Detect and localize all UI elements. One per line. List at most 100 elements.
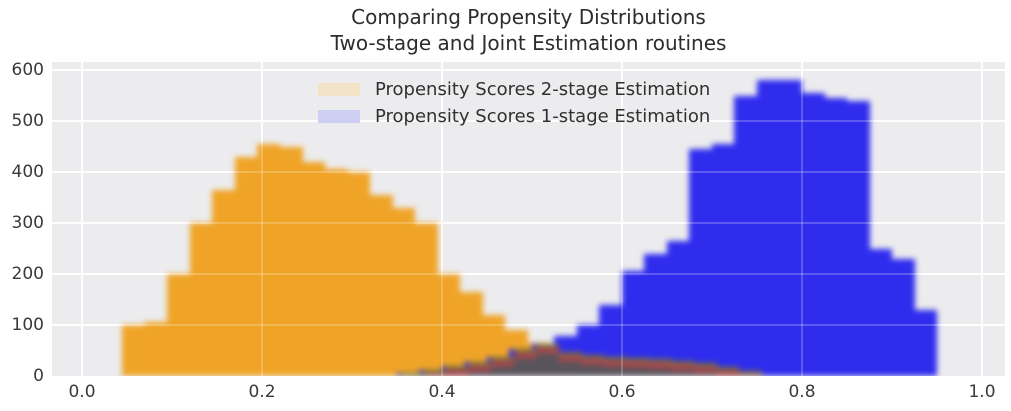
histogram-overlap-bar: [603, 356, 616, 376]
histogram-overlap-bar: [637, 358, 650, 376]
histogram-overlap-bar: [502, 356, 515, 376]
histogram-overlap-bar: [423, 369, 436, 376]
gridlines-overlay: [52, 62, 1005, 376]
gridline: [52, 222, 1005, 224]
histogram-overlap-bar: [615, 356, 627, 376]
gridline: [52, 273, 1005, 275]
legend-item-2stage: Propensity Scores 2-stage Estimation: [318, 76, 710, 103]
histogram-bar-2stage: [212, 189, 236, 376]
plot-area: [52, 62, 1005, 376]
histogram-overlap-bar: [491, 356, 503, 376]
gridline: [52, 324, 1005, 326]
gridline: [621, 62, 623, 376]
histogram-overlap-bar: [525, 349, 537, 376]
gridline: [52, 273, 1005, 275]
y-tick-label: 100: [11, 315, 44, 335]
gridline: [621, 62, 623, 376]
histogram-bar-2stage: [347, 172, 371, 376]
gridline: [52, 120, 1005, 122]
histogram-overlap-bar: [626, 358, 638, 376]
histogram-bar-2stage: [257, 143, 281, 376]
legend-label-2stage: Propensity Scores 2-stage Estimation: [375, 79, 711, 100]
histogram-overlap-bar: [401, 372, 413, 376]
histogram-bar-2stage: [414, 223, 438, 376]
histogram-overlap-bar: [671, 360, 683, 376]
gridline: [981, 62, 983, 376]
legend-swatch-2stage-icon: [318, 83, 360, 96]
gridline: [52, 171, 1005, 173]
histogram-overlap-bar: [716, 366, 728, 376]
legend: Propensity Scores 2-stage Estimation Pro…: [318, 76, 710, 130]
x-tick-label: 0.8: [788, 382, 816, 402]
histogram-overlap-bar: [468, 361, 481, 376]
histogram-bar-2stage: [392, 207, 416, 376]
y-tick-label: 300: [11, 213, 44, 233]
histogram-overlap-bar: [738, 370, 751, 376]
histogram-overlap-bar: [592, 354, 605, 376]
histogram-bar-2stage: [437, 274, 461, 376]
histogram-bar-2stage: [369, 194, 393, 376]
histogram-bar-1stage: [734, 95, 758, 376]
histogram-bars: [52, 62, 1005, 376]
histogram-bar-1stage: [914, 309, 938, 376]
gridline: [52, 120, 1005, 122]
histogram-overlap-bar: [570, 351, 582, 376]
histogram-bar-1stage: [621, 271, 645, 376]
histogram-bar-1stage: [756, 80, 780, 376]
x-tick-label: 0.4: [428, 382, 456, 402]
histogram-overlap-bar: [435, 369, 447, 376]
histogram-bar-1stage: [801, 92, 825, 376]
histogram-overlap-bar: [693, 363, 706, 376]
histogram-bar-1stage: [689, 149, 713, 376]
gridline: [801, 62, 803, 376]
histogram-overlap-bar: [547, 344, 560, 376]
gridline: [81, 62, 83, 376]
x-tick-label: 1.0: [968, 382, 996, 402]
x-tick-label: 0.6: [608, 382, 636, 402]
histogram-overlap-bar: [446, 365, 458, 376]
histogram-bar-2stage: [302, 161, 326, 376]
gridline: [261, 62, 263, 376]
chart-title-line2: Two-stage and Joint Estimation routines: [330, 31, 727, 55]
gridline: [52, 69, 1005, 71]
histogram-overlap-bar: [750, 370, 762, 376]
histogram-bar-1stage: [869, 248, 893, 376]
y-tick-label: 200: [11, 264, 44, 284]
gridline: [52, 69, 1005, 71]
y-tick-label: 0: [33, 366, 44, 386]
legend-item-1stage: Propensity Scores 1-stage Estimation: [318, 103, 710, 130]
y-tick-label: 500: [11, 111, 44, 131]
histogram-bar-1stage: [644, 253, 668, 376]
legend-label-1stage: Propensity Scores 1-stage Estimation: [375, 106, 711, 127]
histogram-bar-2stage: [459, 291, 483, 376]
histogram-bar-2stage: [122, 325, 146, 376]
histogram-bar-2stage: [234, 156, 258, 376]
histogram-overlap-bar: [513, 349, 526, 376]
y-tick-label: 600: [11, 60, 44, 80]
histogram-bar-1stage: [824, 98, 848, 376]
histogram-overlap-bar: [536, 344, 548, 376]
histogram-overlap-bar: [682, 360, 695, 376]
histogram-overlap-bar: [581, 354, 593, 376]
histogram-overlap-bar: [480, 361, 492, 376]
gridline: [441, 62, 443, 376]
legend-swatch-1stage-icon: [318, 110, 360, 123]
histogram-overlap-bar: [727, 366, 740, 376]
histogram-overlap-bar: [558, 351, 571, 376]
chart-title-line1: Comparing Propensity Distributions: [351, 5, 706, 29]
histogram-bar-1stage: [891, 258, 915, 376]
histogram-bar-2stage: [144, 322, 168, 376]
histogram-bar-1stage: [846, 100, 870, 376]
histogram-bar-1stage: [711, 143, 735, 376]
histogram-bar-1stage: [666, 240, 690, 376]
histogram-overlap-bar: [705, 363, 717, 376]
histogram-overlap-bar: [457, 365, 470, 376]
x-tick-label: 0.0: [68, 382, 96, 402]
histogram-bar-2stage: [167, 274, 191, 376]
gridline: [81, 62, 83, 376]
histogram-bar-2stage: [279, 146, 303, 376]
histogram-overlap-bar: [412, 372, 425, 376]
gridline: [52, 222, 1005, 224]
chart-title: Comparing Propensity Distributions Two-s…: [52, 4, 1005, 56]
histogram-bar-2stage: [324, 169, 348, 376]
